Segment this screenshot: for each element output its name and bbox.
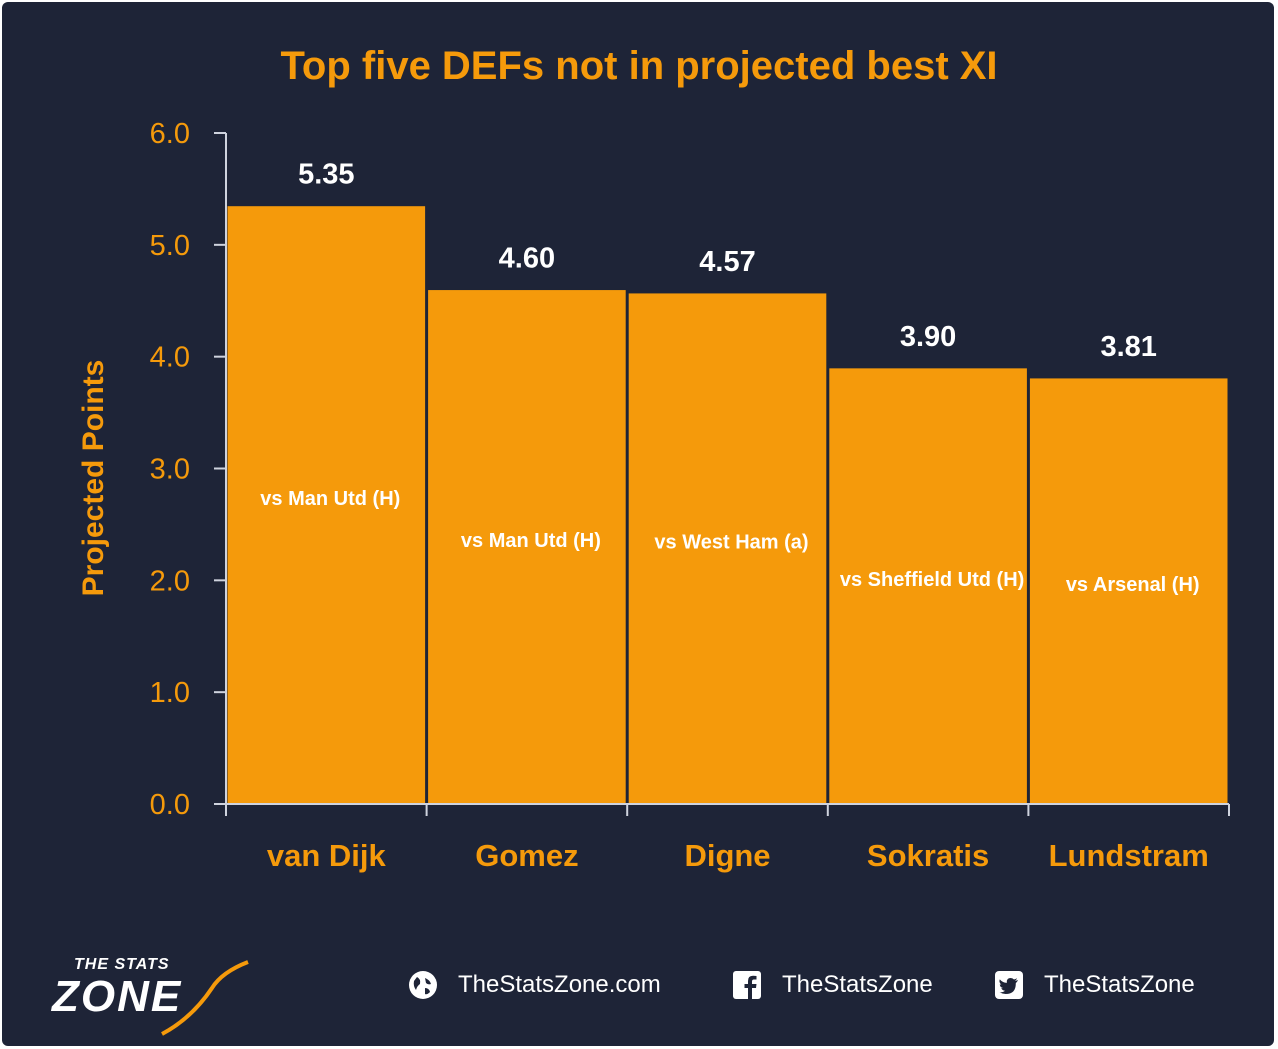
x-tick-label: Digne: [684, 838, 770, 873]
logo-top-text: THE STATS: [74, 956, 170, 973]
logo-main-text: ZONE: [52, 972, 183, 1021]
bar-annotation: vs Man Utd (H): [461, 530, 601, 552]
bar-chart: Projected Points 0.0 1.0 2.0 3.0 4.0 5.0 6.0 va…: [77, 118, 1230, 873]
website-link[interactable]: TheStatsZone.com: [408, 970, 661, 1000]
chart-title: Top five DEFs not in projected best XI: [280, 44, 998, 88]
y-axis-label: Projected Points: [77, 360, 110, 597]
website-text: TheStatsZone.com: [458, 971, 661, 998]
bar-annotation: vs Man Utd (H): [260, 488, 400, 510]
bar: [226, 205, 427, 805]
stats-zone-logo: THE STATS ZONE: [52, 952, 272, 1036]
x-tick-label: Lundstram: [1049, 838, 1209, 873]
bar: [627, 292, 828, 805]
x-tick-label: Gomez: [475, 838, 578, 873]
facebook-link[interactable]: TheStatsZone: [732, 970, 933, 1000]
bar: [828, 367, 1028, 805]
data-label: 4.57: [699, 246, 755, 278]
globe-icon: [409, 971, 437, 999]
data-label: 3.81: [1100, 331, 1156, 363]
bar: [1028, 377, 1229, 805]
logo-swoosh-icon: [161, 960, 249, 1036]
y-tick-label: 1.0: [150, 677, 190, 709]
twitter-icon: [995, 971, 1023, 999]
facebook-text: TheStatsZone: [782, 971, 933, 998]
y-tick-label: 6.0: [150, 118, 190, 150]
bar-annotation: vs West Ham (a): [654, 531, 808, 553]
x-tick-label: van Dijk: [267, 838, 387, 873]
x-tick-label: Sokratis: [867, 838, 989, 873]
data-label: 5.35: [298, 159, 354, 191]
y-tick-label: 3.0: [150, 454, 190, 486]
facebook-icon: [733, 971, 761, 999]
twitter-text: TheStatsZone: [1044, 971, 1195, 998]
y-tick-label: 4.0: [150, 342, 190, 374]
data-label: 4.60: [499, 243, 555, 275]
y-tick-label: 0.0: [150, 789, 190, 821]
bar-annotation: vs Sheffield Utd (H): [840, 569, 1024, 591]
bar: [427, 289, 627, 805]
data-label: 3.90: [900, 321, 956, 353]
y-tick-label: 5.0: [150, 230, 190, 262]
footer: THE STATS ZONE TheStatsZone.com TheStats…: [0, 940, 1278, 1036]
twitter-link[interactable]: TheStatsZone: [994, 970, 1195, 1000]
bar-annotation: vs Arsenal (H): [1066, 574, 1200, 596]
y-tick-label: 2.0: [150, 565, 190, 597]
